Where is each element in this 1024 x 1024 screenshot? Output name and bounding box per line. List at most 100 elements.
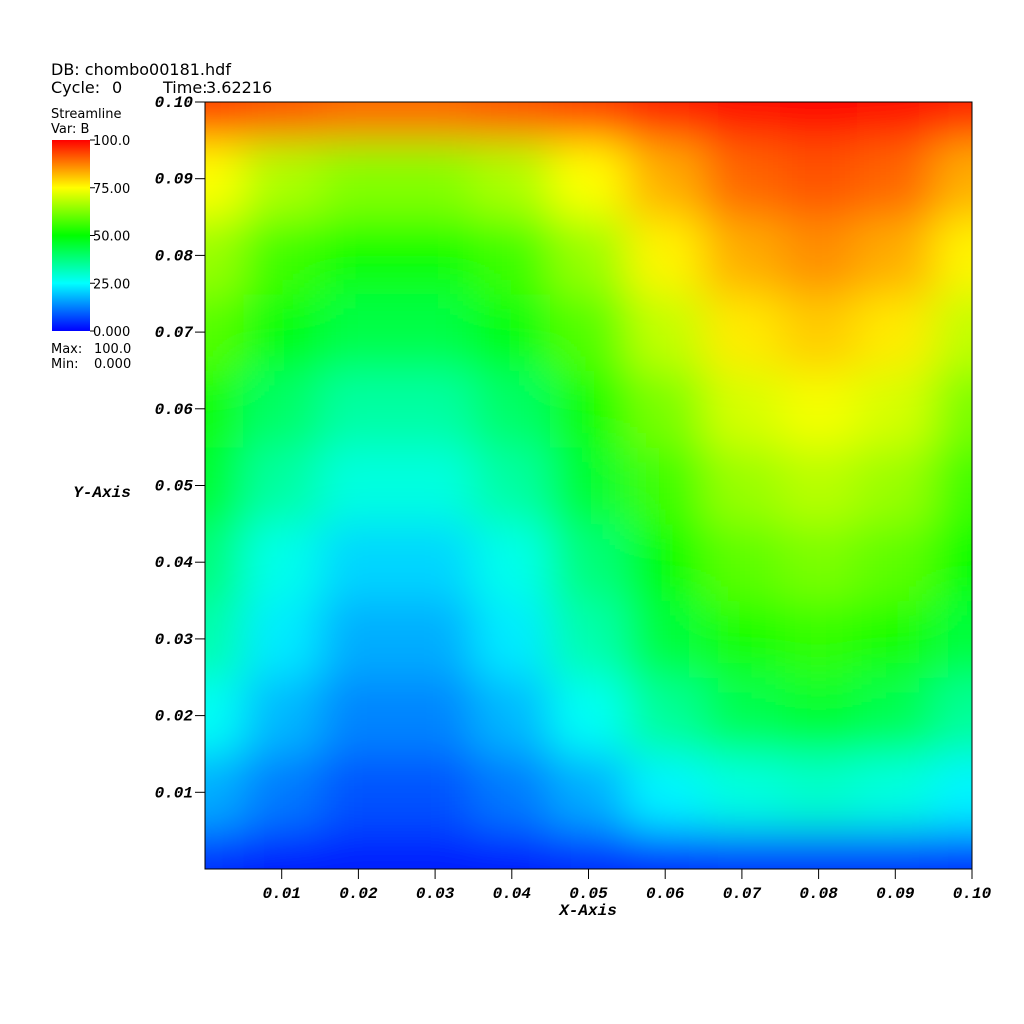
field-cell xyxy=(550,600,628,678)
field-cell xyxy=(320,830,398,869)
y-tick-label: 0.03 xyxy=(155,631,194,649)
field-cell xyxy=(933,830,972,869)
field-cell xyxy=(626,293,705,371)
field-cell xyxy=(703,293,781,371)
field-cell xyxy=(205,447,244,525)
field-cell xyxy=(396,293,474,371)
x-tick-label: 0.02 xyxy=(339,885,378,903)
x-tick-label: 0.09 xyxy=(876,885,915,903)
field-cell xyxy=(550,293,628,371)
field-cell xyxy=(320,140,398,218)
field-cell xyxy=(243,753,321,832)
field-cell xyxy=(205,293,244,371)
x-tick-label: 0.06 xyxy=(646,885,685,903)
field-cell xyxy=(780,677,858,755)
field-cell xyxy=(780,753,858,832)
field-cell xyxy=(933,677,972,755)
field-cell xyxy=(780,140,858,218)
field-cell xyxy=(473,370,551,448)
field-cell xyxy=(933,447,972,525)
field-cell xyxy=(243,293,321,371)
max-label: Max: xyxy=(51,342,82,357)
y-tick-label: 0.01 xyxy=(155,784,193,802)
y-tick-label: 0.05 xyxy=(155,478,194,496)
field-cell xyxy=(703,370,781,448)
y-axis-label: Y-Axis xyxy=(73,484,131,502)
colorbar xyxy=(52,140,90,331)
min-label: Min: xyxy=(51,357,78,372)
field-cell xyxy=(856,677,935,755)
field-cell xyxy=(320,217,398,295)
field-cell xyxy=(626,830,705,869)
field-cell xyxy=(780,830,858,869)
field-cell xyxy=(780,447,858,525)
field-cell xyxy=(243,447,321,525)
field-cell xyxy=(780,523,858,602)
y-tick-label: 0.06 xyxy=(155,401,194,419)
field-cell xyxy=(243,140,321,218)
field-cell xyxy=(550,370,628,448)
colorbar-tick-label: 50.00 xyxy=(93,230,130,245)
field-cell xyxy=(243,217,321,295)
field-cell xyxy=(205,523,244,602)
field-cell xyxy=(626,140,705,218)
field-cell xyxy=(626,523,705,602)
time-label: Time: xyxy=(162,78,208,97)
field-cell xyxy=(550,217,628,295)
field-cell xyxy=(626,102,705,141)
field-cell xyxy=(396,753,474,832)
field-cell xyxy=(243,600,321,678)
field-cell xyxy=(473,293,551,371)
cycle-label: Cycle: xyxy=(51,78,100,97)
field-cell xyxy=(703,677,781,755)
y-tick-label: 0.02 xyxy=(155,708,194,726)
field-cell xyxy=(856,140,935,218)
field-cell xyxy=(473,600,551,678)
field-cell xyxy=(856,830,935,869)
colorbar-tick-label: 0.000 xyxy=(93,325,130,340)
field-cell xyxy=(626,600,705,678)
field-cell xyxy=(933,102,972,141)
field-cell xyxy=(473,447,551,525)
var-label: Var: B xyxy=(51,122,89,137)
field-cell xyxy=(780,293,858,371)
field-cell xyxy=(626,217,705,295)
field-cell xyxy=(205,217,244,295)
field-cell xyxy=(856,102,935,141)
field-cell xyxy=(703,600,781,678)
field-cell xyxy=(396,523,474,602)
field-cell xyxy=(320,677,398,755)
field-cell xyxy=(205,830,244,869)
field-cell xyxy=(320,293,398,371)
field-cell xyxy=(243,102,321,141)
field-cell xyxy=(550,140,628,218)
field-cell xyxy=(780,370,858,448)
field-cell xyxy=(473,217,551,295)
colorbar-tick-label: 25.00 xyxy=(93,277,130,292)
field-cell xyxy=(626,677,705,755)
field xyxy=(205,102,972,869)
field-cell xyxy=(320,102,398,141)
field-cell xyxy=(703,447,781,525)
colorbar-tick-label: 75.00 xyxy=(93,182,130,197)
field-cell xyxy=(856,523,935,602)
field-cell xyxy=(396,217,474,295)
colorbar-tick-label: 100.0 xyxy=(93,134,130,149)
field-cell xyxy=(320,447,398,525)
max-value: 100.0 xyxy=(94,342,131,357)
field-cell xyxy=(205,102,244,141)
y-tick-label: 0.04 xyxy=(155,554,194,572)
field-cell xyxy=(550,102,628,141)
field-cell xyxy=(243,370,321,448)
field-cell xyxy=(856,447,935,525)
field-cell xyxy=(205,600,244,678)
field-cell xyxy=(396,447,474,525)
field-cell xyxy=(550,753,628,832)
field-cell xyxy=(933,600,972,678)
field-cell xyxy=(243,830,321,869)
x-tick-label: 0.10 xyxy=(953,885,992,903)
x-tick-label: 0.04 xyxy=(493,885,532,903)
field-cell xyxy=(703,217,781,295)
field-cell xyxy=(933,217,972,295)
